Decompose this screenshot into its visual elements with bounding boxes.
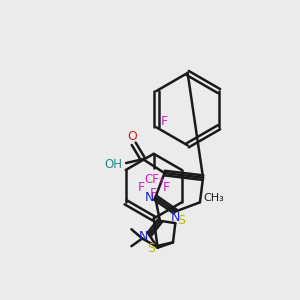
Text: N: N <box>138 230 148 244</box>
Text: F: F <box>163 181 170 194</box>
Text: F: F <box>138 181 145 194</box>
Text: N: N <box>144 191 154 204</box>
Text: F: F <box>160 115 168 128</box>
Text: CF₃: CF₃ <box>144 173 164 186</box>
Text: CH₃: CH₃ <box>203 194 224 203</box>
Text: S: S <box>147 242 155 255</box>
Text: OH: OH <box>105 158 123 171</box>
Text: N: N <box>171 211 180 224</box>
Text: S: S <box>178 214 185 227</box>
Text: F: F <box>150 187 157 200</box>
Text: O: O <box>127 130 137 142</box>
